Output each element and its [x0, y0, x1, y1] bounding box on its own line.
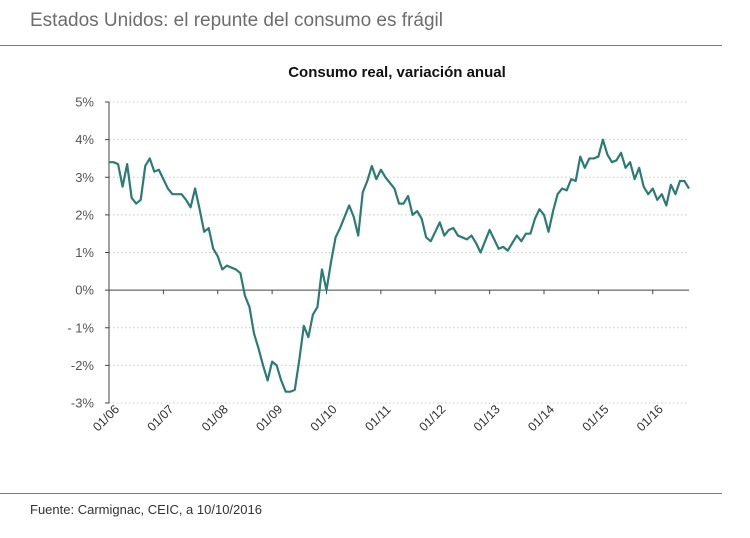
y-axis-labels: 5% 4% 3% 2% 1% 0% - 1% -2% -3%: [67, 95, 94, 411]
grid-layer: [109, 101, 689, 404]
x-tick-label: 01/16: [634, 402, 666, 434]
x-tick-label: 01/06: [90, 402, 122, 434]
y-tick-label: 2%: [75, 207, 94, 222]
x-tick-label: 01/13: [471, 402, 503, 434]
x-tick-label: 01/10: [308, 402, 340, 434]
y-tick-label: - 1%: [67, 320, 94, 335]
y-tick-label: -3%: [71, 396, 95, 411]
source-note: Fuente: Carmignac, CEIC, a 10/10/2016: [30, 502, 262, 517]
footer-divider: [0, 493, 722, 494]
y-tick-label: 3%: [75, 170, 94, 185]
chart-title: Consumo real, variación anual: [288, 64, 506, 81]
x-tick-label: 01/14: [525, 402, 557, 434]
x-tick-label: 01/09: [253, 402, 285, 434]
series-layer: [109, 138, 690, 393]
x-tick-label: 01/15: [580, 402, 612, 434]
x-tick-label: 01/07: [145, 402, 177, 434]
axis-layer: [105, 101, 689, 404]
x-axis-labels: 01/06 01/07 01/08 01/09 01/10 01/11 01/12 01/13…: [90, 402, 666, 434]
x-tick-label: 01/12: [416, 402, 448, 434]
y-tick-label: 0%: [75, 283, 94, 298]
y-tick-label: 5%: [75, 95, 94, 110]
header-divider: [0, 45, 722, 46]
y-tick-label: 4%: [75, 132, 94, 147]
series-line-consumo-real: [109, 138, 690, 393]
x-tick-label: 01/08: [199, 402, 231, 434]
y-tick-label: 1%: [75, 245, 94, 260]
y-tick-label: -2%: [71, 358, 95, 373]
x-tick-label: 01/11: [362, 402, 393, 433]
page-title: Estados Unidos: el repunte del consumo e…: [30, 10, 443, 31]
